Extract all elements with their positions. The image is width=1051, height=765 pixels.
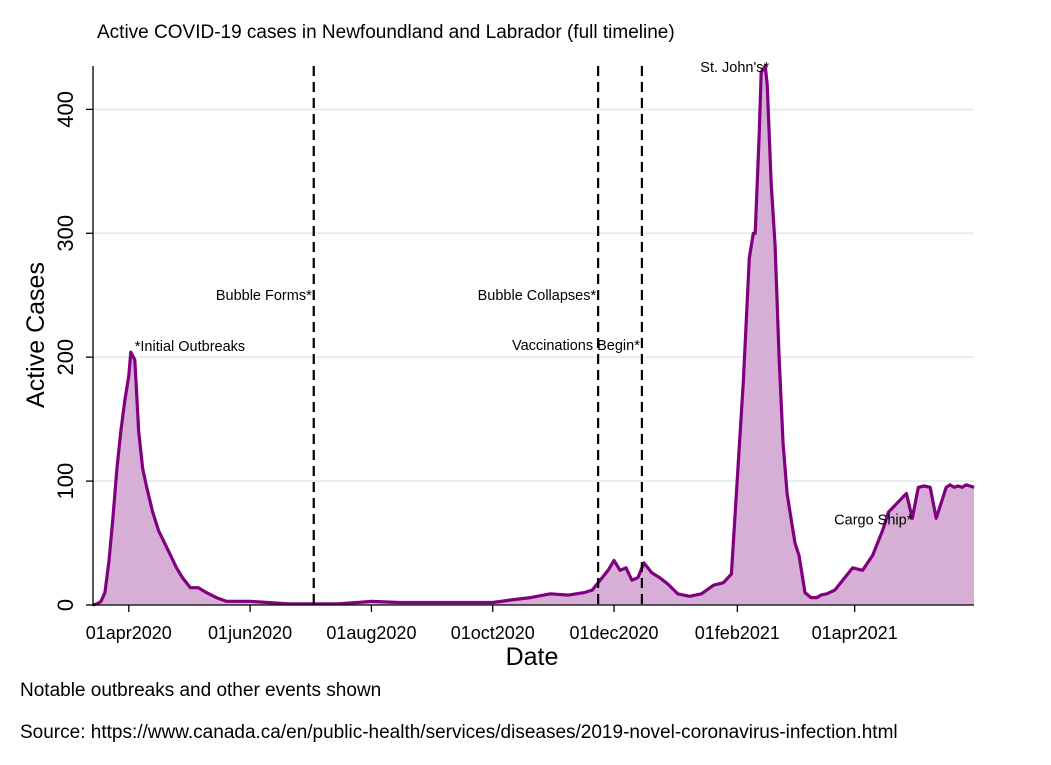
x-tick-label: 01aug2020 bbox=[326, 623, 416, 643]
event-label: Bubble Collapses* bbox=[478, 288, 597, 304]
x-tick-label: 01feb2021 bbox=[695, 623, 780, 643]
event-label: Vaccinations Begin* bbox=[512, 338, 640, 354]
x-tick-label: 01oct2020 bbox=[451, 623, 535, 643]
annotations: *Initial Outbreaks St. John's* Cargo Ship* bbox=[135, 60, 913, 528]
y-tick-label: 300 bbox=[53, 215, 78, 252]
series-line bbox=[92, 64, 975, 607]
chart: Active COVID-19 cases in Newfoundland an… bbox=[22, 22, 975, 671]
x-tick-label: 01dec2020 bbox=[569, 623, 658, 643]
y-tick-label: 200 bbox=[53, 339, 78, 376]
chart-title: Active COVID-19 cases in Newfoundland an… bbox=[97, 22, 675, 43]
y-tick-label: 0 bbox=[53, 599, 78, 611]
annotation-label: *Initial Outbreaks bbox=[135, 339, 245, 355]
y-tick-label: 100 bbox=[53, 463, 78, 500]
footnote: Notable outbreaks and other events shown bbox=[20, 680, 382, 701]
source-note: Source: https://www.canada.ca/en/public-… bbox=[20, 722, 898, 743]
axes: 0 100 200 300 400 01apr2020 01jun2020 01aug2020… bbox=[53, 66, 974, 643]
y-axis-title: Active Cases bbox=[22, 262, 50, 408]
gridlines bbox=[93, 108, 974, 483]
event-markers: Bubble Forms* Bubble Collapses* Vaccinatio… bbox=[216, 66, 643, 605]
x-tick-label: 01apr2021 bbox=[812, 623, 898, 643]
y-tick-label: 400 bbox=[53, 91, 78, 128]
x-tick-label: 01apr2020 bbox=[86, 623, 172, 643]
x-axis-title: Date bbox=[506, 643, 559, 671]
annotation-label: Cargo Ship* bbox=[834, 513, 913, 529]
x-tick-label: 01jun2020 bbox=[208, 623, 292, 643]
annotation-label: St. John's* bbox=[700, 60, 769, 76]
series-area bbox=[93, 66, 974, 605]
event-label: Bubble Forms* bbox=[216, 288, 312, 304]
